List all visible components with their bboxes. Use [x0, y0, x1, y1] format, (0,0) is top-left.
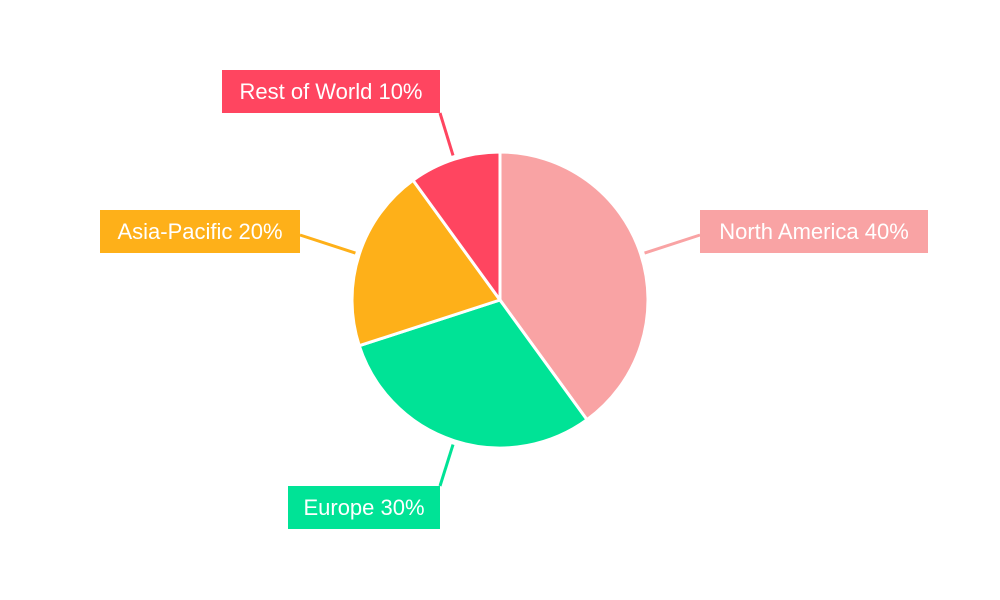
pie-slices	[350, 150, 650, 450]
data-label-europe: Europe 30%	[303, 495, 424, 520]
leader-line-north-america	[644, 233, 701, 255]
data-label-asia-pacific: Asia-Pacific 20%	[117, 219, 282, 244]
pie-labels: North America 40% Europe 30% Asia-Pacific …	[100, 70, 928, 529]
data-label-north-america: North America 40%	[719, 219, 909, 244]
leader-line-asia-pacific	[299, 233, 356, 255]
label-box-europe	[288, 486, 440, 529]
pie-slice-europe[interactable]	[357, 298, 590, 450]
leader-line-europe	[438, 444, 455, 487]
pie-slice-asia-pacific[interactable]	[350, 178, 503, 348]
leader-line-rest-of-world	[438, 112, 455, 156]
label-box-north-america	[700, 210, 928, 253]
label-box-asia-pacific	[100, 210, 300, 253]
label-box-rest-of-world	[222, 70, 440, 113]
data-label-rest-of-world: Rest of World 10%	[239, 79, 422, 104]
pie-slice-rest-of-world[interactable]	[410, 150, 502, 305]
pie-slice-north-america[interactable]	[498, 150, 650, 422]
